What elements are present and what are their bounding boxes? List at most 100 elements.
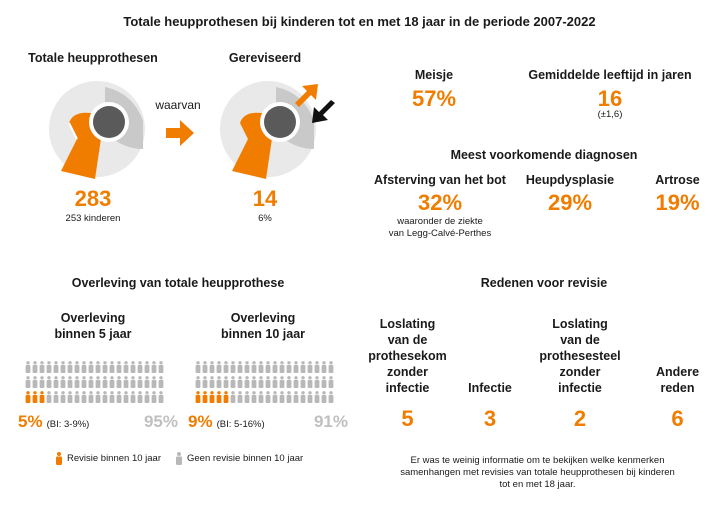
reason-value-infection: 3 <box>483 406 497 431</box>
person-gray-icon <box>109 361 115 373</box>
person-gray-icon <box>46 391 52 403</box>
person-gray-icon <box>300 361 306 373</box>
person-gray-icon <box>137 376 143 388</box>
person-orange-icon <box>202 391 208 403</box>
person-gray-icon <box>102 391 108 403</box>
person-gray-icon <box>251 361 257 373</box>
survival-5-label-line1: Overleving <box>60 311 126 325</box>
reason-value-cup: 5 <box>401 406 414 431</box>
person-gray-icon <box>300 376 306 388</box>
person-gray-icon <box>321 391 327 403</box>
reason-label-line: reden <box>660 381 695 395</box>
arrow-in-icon <box>309 99 337 132</box>
age-sd: (±1,6) <box>597 109 623 120</box>
hip-joint-icon <box>47 79 147 184</box>
person-orange-icon <box>209 391 215 403</box>
person-gray-icon <box>265 361 271 373</box>
person-gray-icon <box>307 376 313 388</box>
person-gray-icon <box>116 376 122 388</box>
girls-value: 57% <box>411 86 457 111</box>
survival-10-label-line1: Overleving <box>230 311 296 325</box>
person-gray-icon <box>293 361 299 373</box>
person-gray-icon <box>237 376 243 388</box>
person-gray-icon <box>88 376 94 388</box>
person-gray-icon <box>81 391 87 403</box>
arrow-right-icon <box>166 120 194 151</box>
reason-label-stem: Loslating van de prothesesteel zonder infect… <box>530 311 630 396</box>
person-gray-icon <box>95 391 101 403</box>
total-label: Totale heupprothesen <box>28 51 158 65</box>
person-gray-icon <box>74 391 80 403</box>
diagnosis-note-line2: van Legg-Calvé-Perthes <box>388 228 492 239</box>
age-label: Gemiddelde leeftijd in jaren <box>528 68 692 82</box>
reason-label-line: prothesesteel <box>539 349 621 363</box>
person-gray-icon <box>102 376 108 388</box>
person-gray-icon <box>195 361 201 373</box>
reasons-title: Redenen voor revisie <box>480 276 608 290</box>
age-value: 16 <box>597 86 623 111</box>
person-gray-icon <box>293 376 299 388</box>
person-gray-icon <box>144 376 150 388</box>
legend-revision: Revisie binnen 10 jaar <box>55 452 161 465</box>
person-gray-icon <box>223 361 229 373</box>
person-gray-icon <box>60 376 66 388</box>
person-gray-icon <box>223 376 229 388</box>
person-gray-icon <box>123 376 129 388</box>
person-gray-icon <box>307 361 313 373</box>
person-gray-icon <box>321 361 327 373</box>
reason-label-line: infectie <box>385 381 430 395</box>
survival-10-pct: 91% <box>313 412 348 431</box>
person-gray-icon <box>158 391 164 403</box>
total-value: 283 <box>74 186 112 211</box>
person-gray-icon <box>88 391 94 403</box>
person-gray-icon <box>314 391 320 403</box>
person-gray-icon <box>251 376 257 388</box>
page-title: Totale heupprothesen bij kinderen tot en… <box>123 14 596 29</box>
diagnosis-note-line1: waaronder de ziekte <box>397 216 483 227</box>
person-gray-icon <box>158 376 164 388</box>
person-gray-icon <box>314 376 320 388</box>
diagnosis-label-necrosis: Afsterving van het bot <box>374 173 506 187</box>
person-gray-icon <box>258 361 264 373</box>
person-gray-icon <box>25 361 31 373</box>
person-gray-icon <box>32 376 38 388</box>
person-gray-icon <box>130 361 136 373</box>
survival-10-label-line2: binnen 10 jaar <box>220 327 306 341</box>
person-gray-icon <box>265 376 271 388</box>
person-gray-icon <box>328 376 334 388</box>
revised-percent: 6% <box>258 213 272 224</box>
person-gray-icon <box>39 376 45 388</box>
person-gray-icon <box>39 361 45 373</box>
person-gray-icon <box>95 376 101 388</box>
person-gray-icon <box>46 361 52 373</box>
survival-5-pct: 95% <box>143 412 178 431</box>
diagnosis-value-necrosis: 32% <box>417 190 463 215</box>
person-gray-icon <box>123 361 129 373</box>
person-grid-5-years <box>25 361 164 403</box>
person-gray-icon <box>272 376 278 388</box>
reason-label-infection: Infectie <box>455 311 525 396</box>
footnote: Er was te weinig informatie om te bekijk… <box>400 455 675 490</box>
arrow-out-icon <box>291 81 321 116</box>
person-orange-icon <box>56 452 62 465</box>
person-gray-icon <box>60 361 66 373</box>
reason-label-cup: Loslating van de prothesekom zonder infectie <box>360 311 455 396</box>
person-orange-icon <box>25 391 31 403</box>
person-gray-icon <box>258 391 264 403</box>
person-gray-icon <box>53 376 59 388</box>
person-gray-icon <box>237 391 243 403</box>
diagnosis-label-dysplasia: Heupdysplasie <box>525 173 615 187</box>
person-gray-icon <box>237 361 243 373</box>
person-gray-icon <box>158 361 164 373</box>
diagnosis-label-arthrosis: Artrose <box>655 173 700 187</box>
person-gray-icon <box>109 376 115 388</box>
reason-value-stem: 2 <box>573 406 587 431</box>
person-gray-icon <box>88 361 94 373</box>
reason-label-line: Loslating <box>552 317 608 331</box>
person-gray-icon <box>137 391 143 403</box>
diagnoses-title: Meest voorkomende diagnosen <box>450 148 638 162</box>
person-gray-icon <box>202 376 208 388</box>
total-children: 253 kinderen <box>65 213 121 224</box>
person-orange-icon <box>195 391 201 403</box>
person-gray-icon <box>67 361 73 373</box>
